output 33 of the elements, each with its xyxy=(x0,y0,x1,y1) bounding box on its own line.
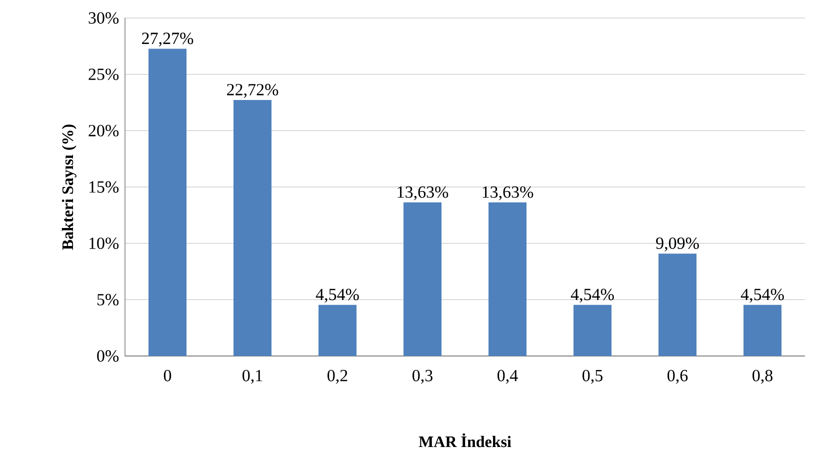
data-label: 9,09% xyxy=(656,237,699,252)
data-label: 13,63% xyxy=(482,186,534,200)
x-tick-label: 0,6 xyxy=(668,370,688,384)
data-label: 4,54% xyxy=(316,288,359,303)
x-axis-title: MAR İndeksi xyxy=(418,433,512,448)
bar xyxy=(148,48,187,356)
bar xyxy=(574,304,612,356)
bar xyxy=(658,254,696,356)
x-tick-label: 0,3 xyxy=(412,370,432,384)
bar xyxy=(488,202,527,356)
data-label: 22,72% xyxy=(227,84,278,98)
y-tick-label: 10% xyxy=(89,238,119,250)
x-tick-label: 0,2 xyxy=(328,370,348,384)
y-tick-label: 25% xyxy=(88,68,119,80)
x-tick-label: 0,4 xyxy=(498,370,518,384)
data-label: 27,27% xyxy=(142,32,194,47)
y-tick-label: 30% xyxy=(88,12,119,24)
x-tick-label: 0,5 xyxy=(582,370,602,384)
data-label: 4,54% xyxy=(740,288,784,303)
y-tick-label: 5% xyxy=(97,294,119,306)
bar xyxy=(318,304,356,356)
x-tick-label: 0,1 xyxy=(242,370,262,384)
x-tick-label: 0 xyxy=(164,370,172,382)
data-label: 4,54% xyxy=(570,288,614,303)
data-label: 13,63% xyxy=(398,186,448,200)
y-axis-title: Bakteri Sayısı (%) xyxy=(62,124,76,250)
y-tick-label: 15% xyxy=(89,181,119,193)
y-tick-label: 20% xyxy=(88,124,119,136)
x-tick-label: 0,8 xyxy=(752,370,772,384)
bar xyxy=(744,304,782,356)
bar xyxy=(234,100,272,356)
bar xyxy=(404,202,442,356)
y-tick-label: 0% xyxy=(97,350,119,362)
